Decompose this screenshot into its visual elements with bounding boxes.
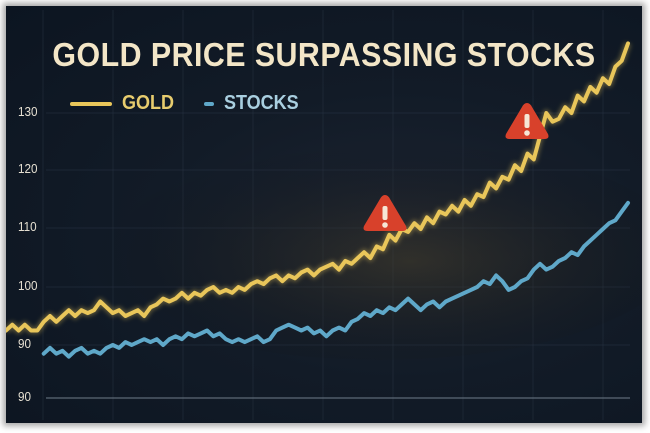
legend: GOLD STOCKS [70, 92, 323, 115]
stocks-swatch [203, 101, 214, 106]
plot-area [6, 10, 642, 420]
chart-frame: GOLD PRICE SURPASSING STOCKS GOLD STOCKS… [6, 6, 642, 423]
gold-line [6, 41, 630, 333]
y-tick-label: 90 [18, 336, 32, 351]
legend-item-stocks: STOCKS [203, 92, 307, 115]
warning-icon [505, 103, 549, 139]
y-tick-label: 110 [18, 219, 37, 234]
gold-swatch [70, 101, 112, 106]
y-tick-label: 90 [18, 389, 32, 404]
y-tick-label: 130 [18, 104, 38, 119]
stocks-line [41, 200, 630, 359]
y-tick-label: 120 [18, 161, 38, 176]
legend-item-gold: GOLD [70, 92, 180, 115]
y-tick-label: 100 [18, 278, 38, 293]
legend-label-stocks: STOCKS [223, 92, 299, 114]
warning-icon [363, 195, 407, 231]
legend-label-gold: GOLD [122, 92, 175, 114]
chart-title: GOLD PRICE SURPASSING STOCKS [52, 36, 596, 73]
